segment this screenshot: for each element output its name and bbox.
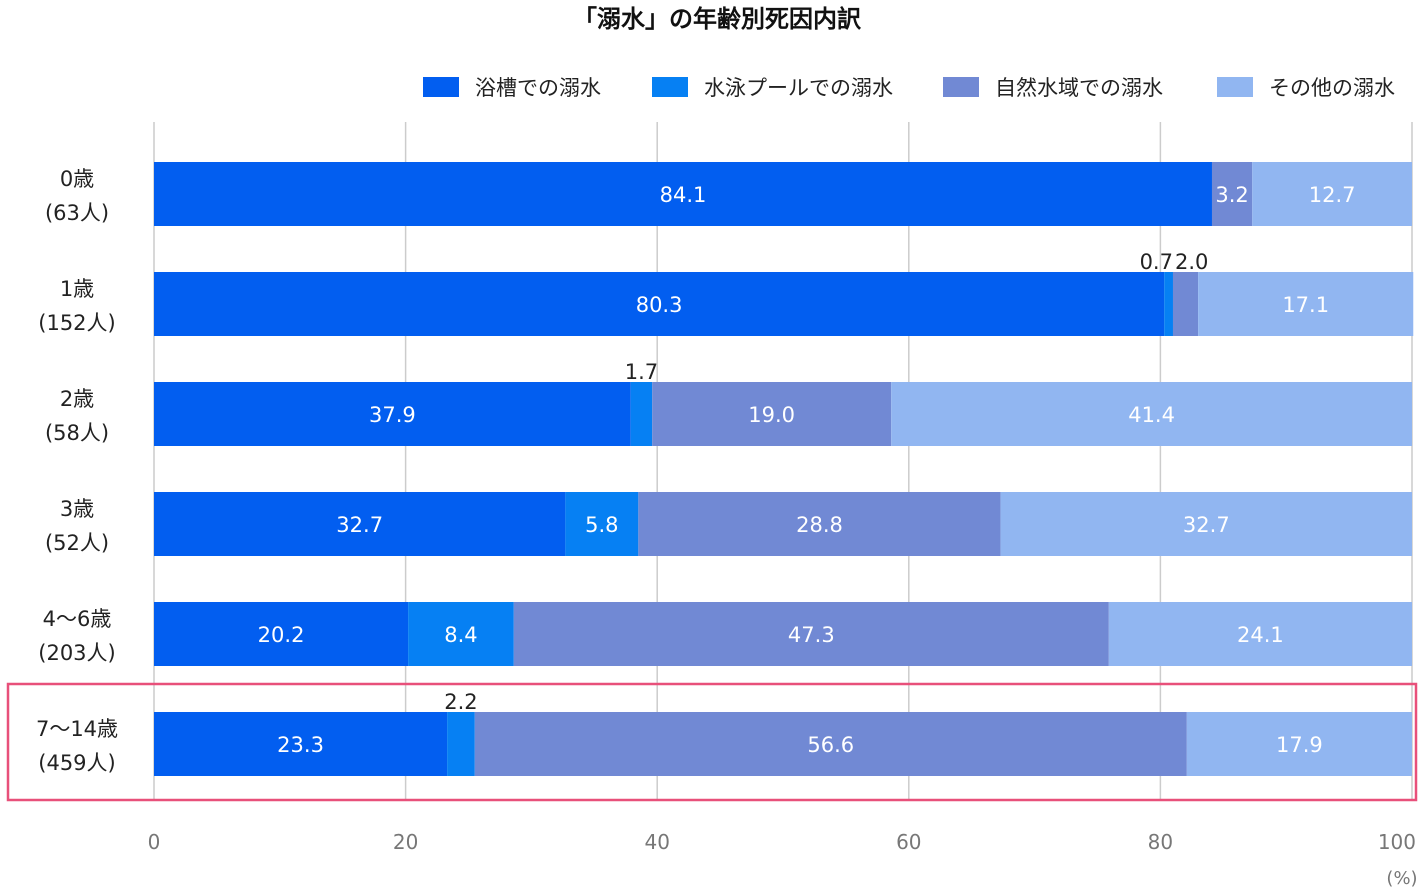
category-count: (58人) [45,421,109,445]
highlight-rectangle [6,682,1418,802]
bar-segment [154,492,566,556]
data-label: 56.6 [807,733,854,757]
category-label: 0歳 [60,167,94,191]
data-label: 8.4 [444,623,477,647]
legend-label: 浴槽での溺水 [475,76,601,100]
legend-label: 水泳プールでの溺水 [704,76,893,100]
bar-segment [154,162,1212,226]
category-label: 1歳 [60,277,94,301]
bar-segment [1211,162,1253,226]
bars: 84.1 3.2 12.7 80.3 0.7 2.0 17.1 37.9 1.7 19.0 41.4… [154,162,1414,776]
bar-segment [565,492,639,556]
bar-segment [630,382,653,446]
legend-label: 自然水域での溺水 [995,76,1163,100]
data-label: 17.1 [1282,293,1329,317]
x-tick-label: 100 [1378,830,1416,854]
bar-segment [1000,492,1412,556]
data-label: 2.2 [444,690,477,714]
data-label: 0.7 [1140,250,1173,274]
legend-swatch [652,77,688,97]
legend-label: その他の溺水 [1269,76,1395,100]
bar-segment [1198,272,1414,336]
bar-segment [154,602,409,666]
x-tick-label: 0 [148,830,161,854]
data-label: 1.7 [625,360,658,384]
chart-title: 「溺水」の年齢別死因内訳 [573,5,862,33]
category-count: (152人) [38,311,115,335]
x-tick-label: 60 [896,830,921,854]
data-label: 19.0 [748,403,795,427]
bar-segment [1164,272,1173,336]
data-label: 2.0 [1175,250,1208,274]
category-count: (459人) [38,751,115,775]
highlight-box [6,682,1418,802]
data-label: 80.3 [636,293,683,317]
x-axis-ticks: 0 20 40 60 80 100 [148,830,1416,854]
data-label: 32.7 [336,513,383,537]
data-label: 5.8 [585,513,618,537]
category-count: (203人) [38,641,115,665]
gridlines [153,122,1413,800]
category-label: 2歳 [60,387,94,411]
legend: 浴槽での溺水 水泳プールでの溺水 自然水域での溺水 その他の溺水 [423,76,1395,100]
bar-segment [1108,602,1412,666]
category-label: 4〜6歳 [43,607,112,631]
legend-swatch [423,77,459,97]
bar-segment [447,712,475,776]
x-axis-unit: (%) [1386,868,1417,889]
data-label: 41.4 [1128,403,1175,427]
data-label: 23.3 [277,733,324,757]
bar-segment [154,382,631,446]
category-count: (52人) [45,531,109,555]
x-tick-label: 20 [393,830,418,854]
data-label: 3.2 [1215,183,1248,207]
data-label: 20.2 [258,623,305,647]
category-label: 3歳 [60,497,94,521]
data-label: 24.1 [1237,623,1284,647]
x-tick-label: 40 [644,830,669,854]
legend-swatch [943,77,979,97]
data-label: 84.1 [660,183,707,207]
bar-segment [1186,712,1412,776]
bar-segment [474,712,1187,776]
x-tick-label: 80 [1148,830,1173,854]
data-label: 17.9 [1276,733,1323,757]
data-label: 32.7 [1183,513,1230,537]
bar-segment [1172,272,1199,336]
bar-segment [408,602,514,666]
bar-segment [1252,162,1412,226]
bar-segment [638,492,1001,556]
y-axis-labels: 0歳 (63人) 1歳 (152人) 2歳 (58人) 3歳 (52人) 4〜6歳 (203人) 7… [36,167,118,775]
bar-segment [652,382,892,446]
data-label: 37.9 [369,403,416,427]
category-count: (63人) [45,201,109,225]
data-label: 47.3 [788,623,835,647]
data-label: 12.7 [1309,183,1356,207]
bar-segment [154,712,448,776]
bar-segment [891,382,1412,446]
category-label: 7〜14歳 [36,717,118,741]
legend-swatch [1217,77,1253,97]
data-label: 28.8 [796,513,843,537]
bar-segment [513,602,1109,666]
bar-segment [154,272,1165,336]
